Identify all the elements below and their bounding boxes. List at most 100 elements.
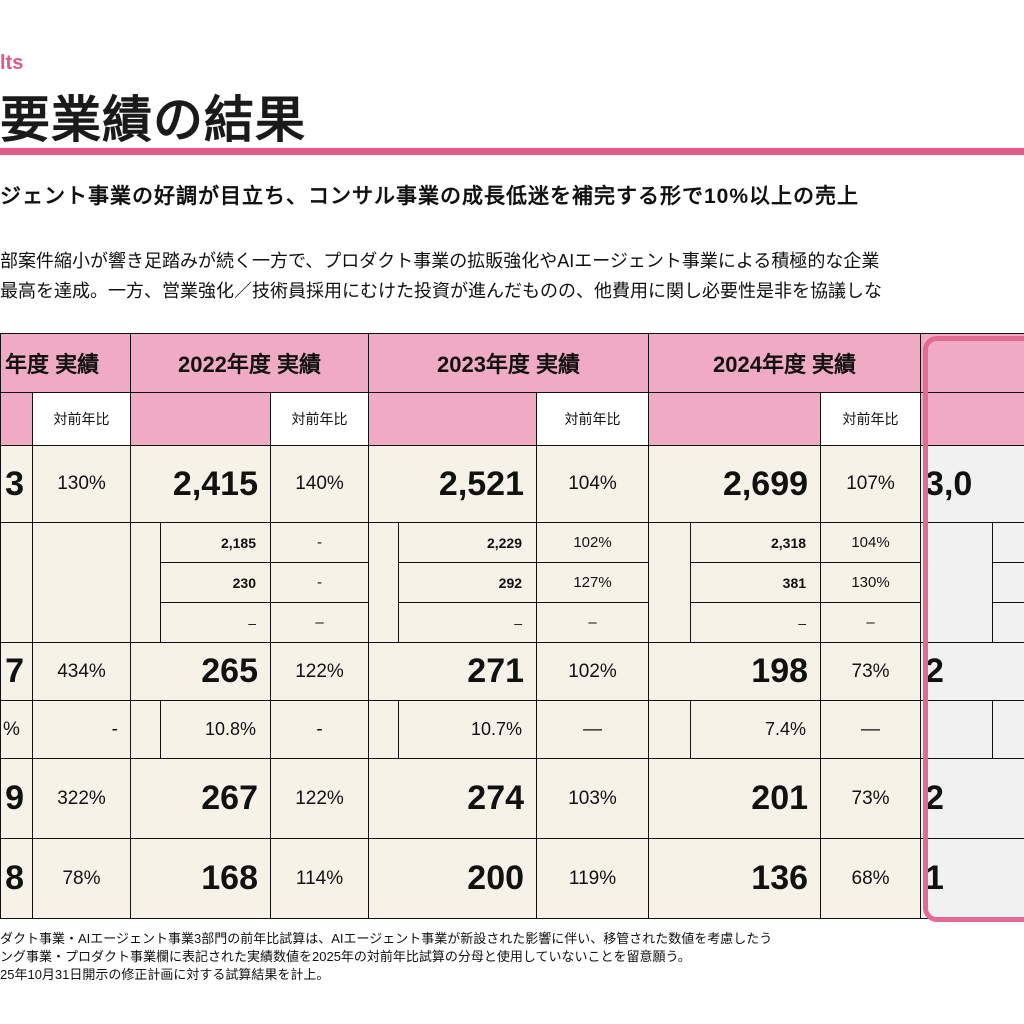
section-label: lts: [0, 52, 24, 74]
yoy-cell: 114%: [269, 838, 370, 919]
lead-sentence: ジェント事業の好調が目立ち、コンサル事業の成長低迷を補完する形で10%以上の売上: [0, 185, 860, 208]
indent-cell: [920, 700, 994, 759]
value-cell: 2,521: [368, 445, 538, 523]
yoy-cell: 107%: [820, 445, 922, 523]
indent-cell: [368, 700, 400, 759]
body-line-1: 部案件縮小が響き足踏みが続く一方で、プロダクト事業の拡販強化やAIエージェント事…: [0, 251, 880, 271]
sub-yoy-cell: 130%: [820, 562, 922, 603]
sub-value-cell: [992, 522, 1024, 563]
header-row-yoy: 対前年比 対前年比 対前年比 対前年比: [0, 392, 1024, 446]
sub-value-cell: –: [160, 602, 271, 643]
indent-cell: [648, 700, 692, 759]
indent-cell: [130, 522, 161, 643]
ratio-yoy-cell: —: [820, 700, 922, 759]
value-cell: 7: [0, 642, 33, 701]
results-table: 年度 実績 2022年度 実績 2023年度 実績 2024年度 実績 2 対前…: [0, 333, 1024, 919]
ratio-yoy-cell: -: [32, 700, 131, 759]
value-cell: 200: [368, 838, 538, 919]
ratio-value-cell: %: [0, 700, 33, 759]
table-row-net-profit: 8 78% 168 114% 200 119% 136 68% 1: [0, 838, 1024, 919]
year-header-2023: 2023年度 実績: [368, 333, 650, 393]
header-spacer: [368, 392, 538, 446]
footnote-1: ダクト事業・AIエージェント事業3部門の前年比試算は、AIエージェント事業が新設…: [0, 931, 773, 946]
sub-yoy-cell: 102%: [536, 522, 650, 563]
sub-value-cell: 292: [398, 562, 538, 603]
table-row-revenue: 3 130% 2,415 140% 2,521 104% 2,699 107% …: [0, 445, 1024, 523]
empty-cell: [32, 562, 131, 603]
table-row-operating-profit: 7 434% 265 122% 271 102% 198 73% 2: [0, 642, 1024, 701]
sub-value-cell: 230: [160, 562, 271, 603]
table-row-margin: % - 10.8% - 10.7% — 7.4% —: [0, 700, 1024, 759]
indent-cell: [648, 522, 692, 643]
sub-yoy-cell: -: [269, 562, 370, 603]
footnote-2: ング事業・プロダクト事業欄に表記された実績数値を2025年の対前年比試算の分母と…: [0, 949, 691, 964]
value-cell: 2,415: [130, 445, 271, 523]
value-cell: 1: [920, 838, 1024, 919]
sub-yoy-cell: –: [536, 602, 650, 643]
sub-value-cell: 381: [690, 562, 822, 603]
sub-yoy-cell: –: [820, 602, 922, 643]
value-cell: 2: [920, 758, 1024, 839]
body-line-2: 最高を達成。一方、営業強化／技術員採用にむけた投資が進んだものの、他費用に関し必…: [0, 281, 882, 301]
yoy-cell: 130%: [32, 445, 131, 523]
ratio-value-cell: 10.8%: [160, 700, 271, 759]
yoy-cell: 122%: [269, 758, 370, 839]
title-divider: [0, 148, 1024, 155]
year-header-2025: 2: [920, 333, 1024, 393]
results-table-container: 年度 実績 2022年度 実績 2023年度 実績 2024年度 実績 2 対前…: [0, 333, 1024, 923]
year-header-2022: 2022年度 実績: [129, 333, 370, 393]
yoy-header: 対前年比: [269, 392, 370, 446]
value-cell: 3,0: [920, 445, 1024, 523]
empty-cell: [32, 522, 131, 563]
value-cell: 2,699: [648, 445, 822, 523]
indent-cell: [130, 700, 161, 759]
sub-value-cell: [992, 602, 1024, 643]
ratio-value-cell: 10.7%: [398, 700, 538, 759]
header-spacer: [0, 392, 33, 446]
yoy-cell: 434%: [32, 642, 131, 701]
footnotes: ダクト事業・AIエージェント事業3部門の前年比試算は、AIエージェント事業が新設…: [0, 930, 772, 984]
sub-yoy-cell: 127%: [536, 562, 650, 603]
ratio-yoy-cell: -: [269, 700, 370, 759]
value-cell: 2: [920, 642, 1024, 701]
header-spacer: [920, 392, 1024, 446]
empty-cell: [0, 522, 33, 563]
yoy-cell: 140%: [269, 445, 370, 523]
value-cell: 3: [0, 445, 33, 523]
sub-yoy-cell: -: [269, 522, 370, 563]
empty-cell: [32, 602, 131, 643]
header-spacer: [648, 392, 822, 446]
ratio-value-cell: 7.4%: [690, 700, 822, 759]
value-cell: 136: [648, 838, 822, 919]
value-cell: 265: [130, 642, 271, 701]
value-cell: 267: [130, 758, 271, 839]
yoy-cell: 104%: [536, 445, 650, 523]
header-spacer: [130, 392, 271, 446]
yoy-header: 対前年比: [820, 392, 922, 446]
yoy-cell: 73%: [820, 642, 922, 701]
yoy-cell: 78%: [32, 838, 131, 919]
yoy-header: 対前年比: [536, 392, 650, 446]
indent-cell: [920, 522, 994, 643]
year-header-2024: 2024年度 実績: [648, 333, 922, 393]
yoy-cell: 322%: [32, 758, 131, 839]
body-paragraph: 部案件縮小が響き足踏みが続く一方で、プロダクト事業の拡販強化やAIエージェント事…: [0, 246, 882, 306]
sub-value-cell: 2,229: [398, 522, 538, 563]
indent-cell: [368, 522, 400, 643]
footnote-3: 25年10月31日開示の修正計画に対する試算結果を計上。: [0, 967, 330, 982]
value-cell: 9: [0, 758, 33, 839]
yoy-header: 対前年比: [32, 392, 131, 446]
empty-cell: [0, 562, 33, 603]
value-cell: 274: [368, 758, 538, 839]
sub-value-cell: 2,318: [690, 522, 822, 563]
sub-value-cell: 2,185: [160, 522, 271, 563]
sub-value-cell: [992, 562, 1024, 603]
yoy-cell: 119%: [536, 838, 650, 919]
year-header-0: 年度 実績: [0, 333, 131, 393]
ratio-value-cell: [992, 700, 1024, 759]
value-cell: 198: [648, 642, 822, 701]
value-cell: 201: [648, 758, 822, 839]
value-cell: 8: [0, 838, 33, 919]
sub-value-cell: –: [398, 602, 538, 643]
header-row-years: 年度 実績 2022年度 実績 2023年度 実績 2024年度 実績 2: [0, 333, 1024, 393]
